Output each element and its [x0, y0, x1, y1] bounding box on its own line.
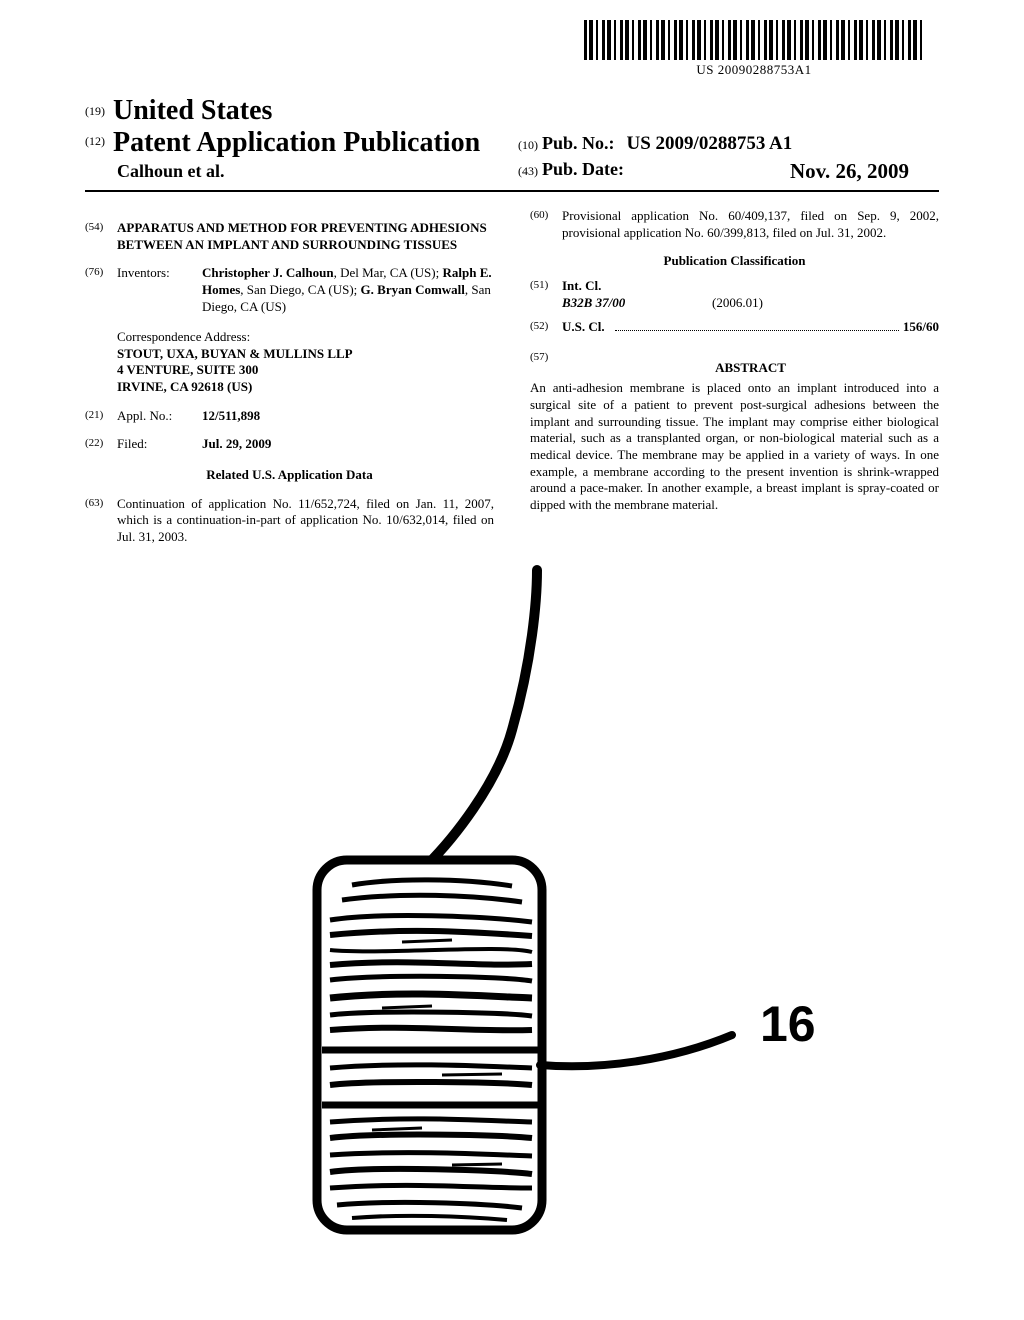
provisional-text: Provisional application No. 60/409,137, …: [562, 208, 939, 241]
pubdate-value: Nov. 26, 2009: [790, 159, 909, 184]
country-code: (19): [85, 104, 105, 118]
uscl-code: (52): [530, 319, 562, 336]
country: United States: [113, 95, 272, 126]
applno-row: (21) Appl. No.: 12/511,898: [85, 408, 494, 425]
related-heading: Related U.S. Application Data: [85, 467, 494, 484]
header-left: (19) United States (12) Patent Applicati…: [85, 95, 506, 184]
pubtype: Patent Application Publication: [113, 127, 480, 158]
correspondence-label: Correspondence Address:: [117, 329, 494, 346]
pubno-value: US 2009/0288753 A1: [627, 133, 793, 155]
pubdate-label: Pub. Date:: [542, 159, 624, 184]
correspondence: Correspondence Address: STOUT, UXA, BUYA…: [117, 329, 494, 396]
barcode-number: US 20090288753A1: [584, 62, 924, 78]
pubno-label: Pub. No.:: [542, 133, 615, 155]
applno-code: (21): [85, 408, 117, 425]
body-columns: (54) APPARATUS AND METHOD FOR PREVENTING…: [85, 208, 939, 545]
filed-code: (22): [85, 436, 117, 453]
correspondence-line3: IRVINE, CA 92618 (US): [117, 379, 494, 396]
applno-value: 12/511,898: [202, 408, 494, 425]
patent-page: US 20090288753A1 (19) United States (12)…: [0, 0, 1024, 1320]
intcl-row: (51) Int. Cl. B32B 37/00 (2006.01): [530, 278, 939, 311]
country-line: (19) United States: [85, 95, 506, 127]
intcl-class: B32B 37/00: [562, 295, 712, 312]
inventors-label: Inventors:: [117, 265, 202, 315]
right-column: (60) Provisional application No. 60/409,…: [512, 208, 939, 545]
uscl-value: 156/60: [903, 319, 939, 336]
barcode-block: US 20090288753A1: [584, 20, 924, 78]
provisional-row: (60) Provisional application No. 60/409,…: [530, 208, 939, 241]
intcl-code: (51): [530, 278, 562, 311]
header-right: (10) Pub. No.: US 2009/0288753 A1 (43) P…: [506, 95, 939, 184]
filed-row: (22) Filed: Jul. 29, 2009: [85, 436, 494, 453]
patent-title: APPARATUS AND METHOD FOR PREVENTING ADHE…: [117, 220, 494, 253]
figure: 16: [0, 560, 1024, 1285]
inventors: Christopher J. Calhoun, Del Mar, CA (US)…: [202, 265, 494, 315]
abstract-text: An anti-adhesion membrane is placed onto…: [530, 380, 939, 513]
pubdate-line: (43) Pub. Date: Nov. 26, 2009: [518, 159, 939, 184]
continuation-code: (63): [85, 496, 117, 546]
pubno-line: (10) Pub. No.: US 2009/0288753 A1: [518, 133, 939, 155]
classification-heading: Publication Classification: [530, 253, 939, 270]
figure-ref-number: 16: [760, 995, 816, 1053]
correspondence-line1: STOUT, UXA, BUYAN & MULLINS LLP: [117, 346, 494, 363]
figure-svg: [202, 560, 822, 1280]
abstract-heading: ABSTRACT: [562, 360, 939, 377]
uscl-label: U.S. Cl.: [562, 319, 605, 336]
title-row: (54) APPARATUS AND METHOD FOR PREVENTING…: [85, 220, 494, 253]
uscl-row: (52) U.S. Cl. 156/60: [530, 319, 939, 336]
abstract-row: (57) ABSTRACT: [530, 350, 939, 377]
uscl-dots: [615, 319, 899, 331]
pubtype-code: (12): [85, 134, 105, 148]
applno-label: Appl. No.:: [117, 408, 202, 425]
authors: Calhoun et al.: [85, 161, 506, 182]
barcode: [584, 20, 924, 60]
continuation-text: Continuation of application No. 11/652,7…: [117, 496, 494, 546]
abstract-code: (57): [530, 350, 562, 377]
filed-value: Jul. 29, 2009: [202, 436, 494, 453]
filed-label: Filed:: [117, 436, 202, 453]
header: (19) United States (12) Patent Applicati…: [85, 95, 939, 192]
inventors-code: (76): [85, 265, 117, 315]
provisional-code: (60): [530, 208, 562, 241]
pubtype-line: (12) Patent Application Publication: [85, 127, 506, 159]
intcl-date: (2006.01): [712, 295, 763, 312]
inventors-row: (76) Inventors: Christopher J. Calhoun, …: [85, 265, 494, 315]
pubno-code: (10): [518, 133, 538, 155]
pubdate-code: (43): [518, 159, 538, 184]
continuation-row: (63) Continuation of application No. 11/…: [85, 496, 494, 546]
intcl-label: Int. Cl.: [562, 278, 939, 295]
left-column: (54) APPARATUS AND METHOD FOR PREVENTING…: [85, 208, 512, 545]
correspondence-line2: 4 VENTURE, SUITE 300: [117, 362, 494, 379]
title-code: (54): [85, 220, 117, 253]
